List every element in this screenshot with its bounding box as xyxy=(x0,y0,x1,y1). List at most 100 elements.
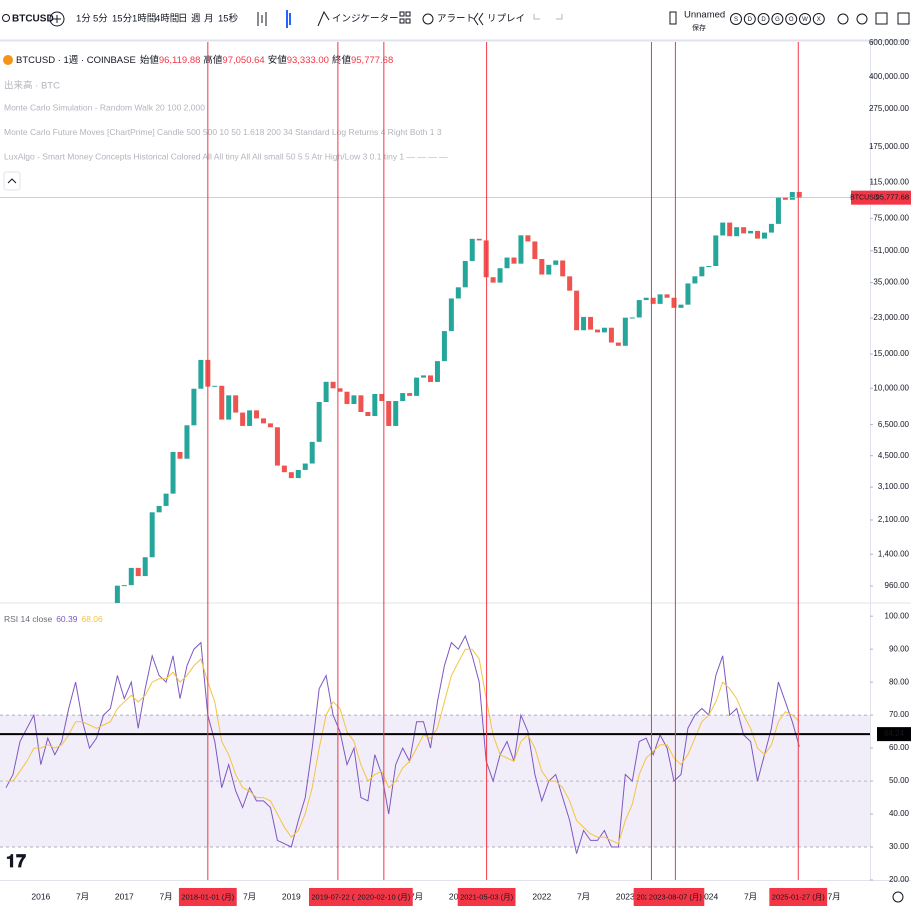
time-tick-label: 2016 xyxy=(31,891,50,901)
price-tick-label: 23,000.00 xyxy=(873,313,909,322)
replay-button[interactable]: リプレイ xyxy=(487,14,525,25)
candle xyxy=(588,316,594,330)
candle xyxy=(782,197,788,200)
interval-button[interactable]: 15分 xyxy=(112,14,133,25)
candle xyxy=(518,235,524,264)
watch-circle[interactable] xyxy=(785,13,798,25)
interval-button[interactable]: 5分 xyxy=(93,14,108,25)
candle xyxy=(191,388,197,426)
snapshot-button[interactable] xyxy=(897,12,910,25)
candle xyxy=(789,192,795,200)
interval-button[interactable]: 週 xyxy=(191,13,201,25)
price-label-box xyxy=(878,190,911,205)
indicators-button[interactable]: インジケーター xyxy=(332,14,399,25)
watch-letter: W xyxy=(802,17,808,23)
ohlc-label: 高値 xyxy=(203,54,223,66)
price-tick-label: 600,000.00 xyxy=(869,38,910,47)
candle xyxy=(581,316,587,331)
price-tick-label: 15,000.00 xyxy=(873,349,909,358)
candle xyxy=(330,381,336,389)
add-symbol-button[interactable] xyxy=(49,11,65,27)
candle xyxy=(706,266,712,268)
candle xyxy=(344,391,350,405)
interval-button[interactable]: 1時間 xyxy=(132,14,156,25)
watch-circle[interactable] xyxy=(757,13,770,25)
candle xyxy=(525,235,531,242)
rsi-tick-label: 70.00 xyxy=(889,710,910,719)
candle-icon[interactable] xyxy=(286,10,291,28)
candle xyxy=(574,290,580,331)
settings-icon[interactable] xyxy=(892,891,904,903)
collapse-icon xyxy=(7,178,17,184)
search-button[interactable] xyxy=(837,13,849,25)
candle xyxy=(699,266,705,277)
interval-button[interactable]: 日 xyxy=(178,14,188,25)
ohlc-value: 97,050.64 xyxy=(222,55,264,66)
candle xyxy=(281,465,287,473)
watch-letter: S xyxy=(734,17,738,23)
layout-icon[interactable] xyxy=(669,11,677,25)
candle xyxy=(302,463,308,470)
candle xyxy=(163,493,169,506)
watch-circle[interactable] xyxy=(799,13,811,25)
candle xyxy=(497,268,503,283)
plus-icon xyxy=(53,15,61,23)
candle xyxy=(149,512,155,558)
template-icon xyxy=(399,18,405,24)
interval-button[interactable]: 1分 xyxy=(76,14,91,25)
indicator-legend: Monte Carlo Simulation - Random Walk 20 … xyxy=(4,102,205,112)
template-icon[interactable] xyxy=(399,11,405,17)
watch-circle[interactable] xyxy=(730,13,742,25)
watch-circle[interactable] xyxy=(812,13,825,25)
candle xyxy=(114,585,120,603)
alerts-button[interactable]: アラート xyxy=(437,14,475,25)
alert-icon[interactable] xyxy=(422,13,434,25)
fullscreen-button[interactable] xyxy=(875,12,888,25)
indicator-icon[interactable] xyxy=(317,10,330,27)
settings-button[interactable] xyxy=(856,13,868,25)
watch-circle[interactable] xyxy=(743,13,756,25)
candle xyxy=(274,427,280,466)
search-icon[interactable] xyxy=(2,14,10,22)
price-label-symbol-box xyxy=(851,190,878,205)
candle xyxy=(720,222,726,236)
candle xyxy=(400,393,406,402)
candle xyxy=(553,260,559,265)
collapse-button[interactable] xyxy=(3,171,21,191)
candle xyxy=(198,359,204,389)
rsi-legend: RSI 14 close 60.39 68.06 xyxy=(4,614,103,624)
chart-style-icon[interactable] xyxy=(257,12,267,26)
rsi-tick-label: 90.00 xyxy=(889,644,910,653)
price-tick-label: 400,000.00 xyxy=(869,72,910,81)
candle xyxy=(650,297,656,304)
replay-icon[interactable] xyxy=(473,12,484,26)
interval-button[interactable]: 月 xyxy=(204,14,214,25)
time-tick-label: 7月 xyxy=(410,891,423,901)
time-tick-label: 7月 xyxy=(76,891,89,901)
symbol[interactable]: BTCUSD xyxy=(12,14,54,25)
indicator-legend: LuxAlgo - Smart Money Concepts Historica… xyxy=(4,151,448,161)
candle xyxy=(643,297,649,301)
candle xyxy=(351,395,357,405)
price-tick-label: 1,400.00 xyxy=(878,549,910,558)
price-tick-label: 4,500.00 xyxy=(878,451,910,460)
watch-circle[interactable] xyxy=(771,13,784,25)
price-label-symbol: BTCUSD xyxy=(850,195,879,202)
price-tick-label: 10,000.00 xyxy=(873,383,909,392)
layout-name[interactable]: Unnamed xyxy=(684,10,725,21)
interval-button[interactable]: 4時間 xyxy=(155,14,179,25)
rsi-tick-label: 80.00 xyxy=(889,677,910,686)
candle xyxy=(601,327,607,333)
price-tick-label: 75,000.00 xyxy=(873,213,909,222)
legend-main: BTCUSD · 1週 · COINBASE 始値96,119.88 高値97,05… xyxy=(16,54,393,66)
interval-button[interactable]: 15秒 xyxy=(218,13,239,25)
candle xyxy=(379,393,385,402)
save-state: 保存 xyxy=(692,23,706,32)
candle xyxy=(267,423,273,428)
undo-icon[interactable] xyxy=(533,14,540,20)
rsi-tick-label: 20.00 xyxy=(889,875,910,884)
legend-symbol: BTCUSD · 1週 · COINBASE xyxy=(16,54,136,66)
redo-icon[interactable] xyxy=(556,14,563,20)
ohlc-label: 安値 xyxy=(268,54,288,66)
marker-label: 2019-07-22 (月) xyxy=(311,892,364,901)
